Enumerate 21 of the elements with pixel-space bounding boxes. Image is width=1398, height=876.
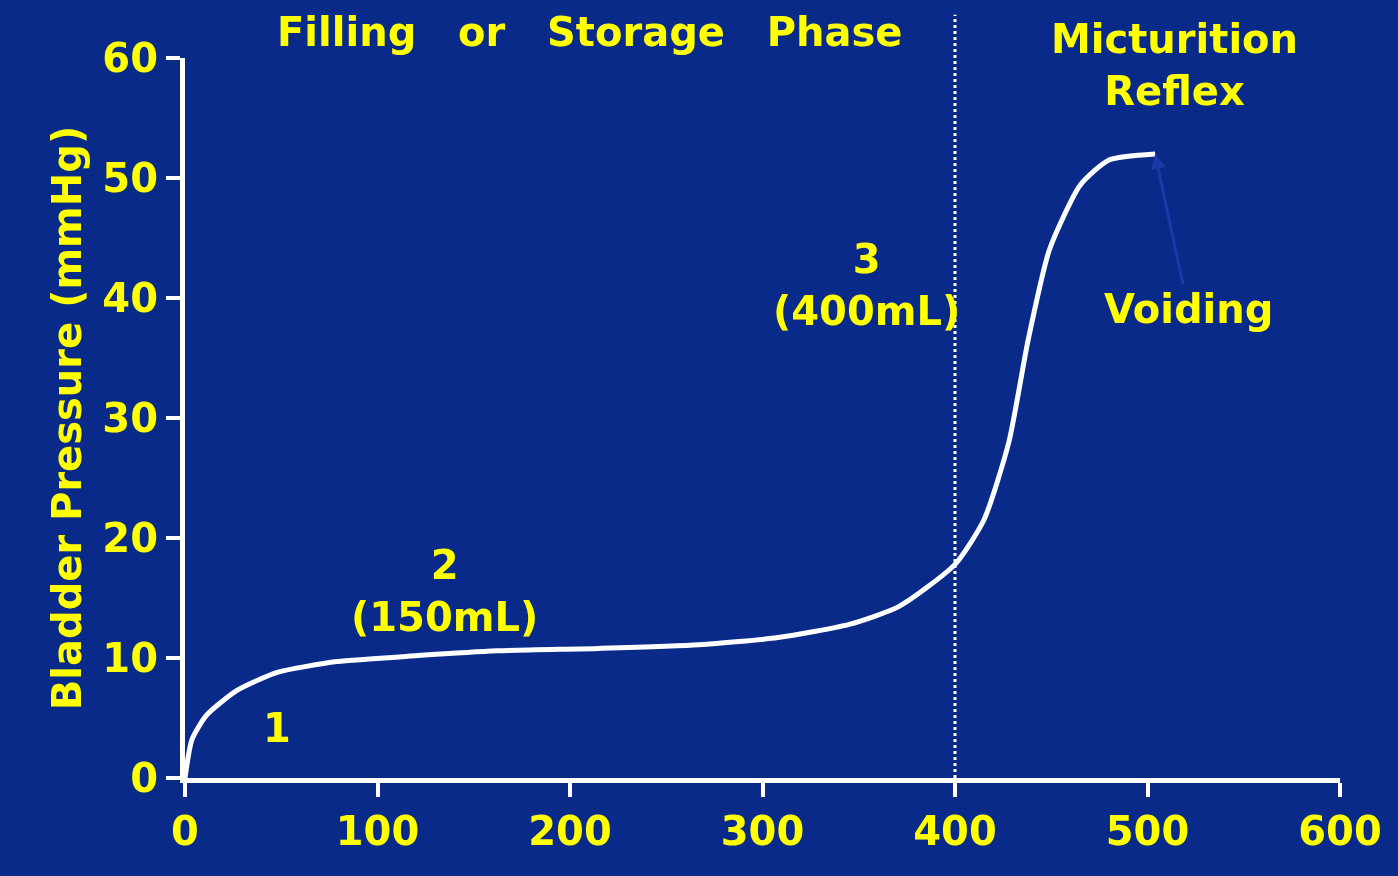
annotation: Micturition Reflex xyxy=(1051,16,1299,114)
text: Filling or Storage Phase xyxy=(277,9,903,55)
y-tick-label: 10 xyxy=(102,635,158,681)
y-tick-label: 50 xyxy=(102,155,158,201)
x-tick-label: 600 xyxy=(1298,808,1382,854)
x-tick-label: 500 xyxy=(1105,808,1190,854)
annotation: 1 xyxy=(263,705,291,751)
x-tick-label: 200 xyxy=(528,808,612,854)
annotation: Voiding xyxy=(1104,286,1274,332)
annotation: 2 (150mL) xyxy=(351,542,539,640)
x-tick-label: 300 xyxy=(720,808,805,854)
y-tick-label: 60 xyxy=(102,35,158,81)
x-tick-label: 100 xyxy=(335,808,420,854)
annotation: 3 (400mL) xyxy=(773,236,961,334)
x-tick-label: 0 xyxy=(171,808,199,854)
y-axis-title: Bladder Pressure (mmHg) xyxy=(43,125,90,711)
y-tick-label: 30 xyxy=(102,395,158,441)
y-tick-label: 40 xyxy=(102,275,158,321)
x-tick-label: 400 xyxy=(913,808,997,854)
y-tick-label: 20 xyxy=(102,515,158,561)
y-tick-label: 0 xyxy=(130,755,158,801)
